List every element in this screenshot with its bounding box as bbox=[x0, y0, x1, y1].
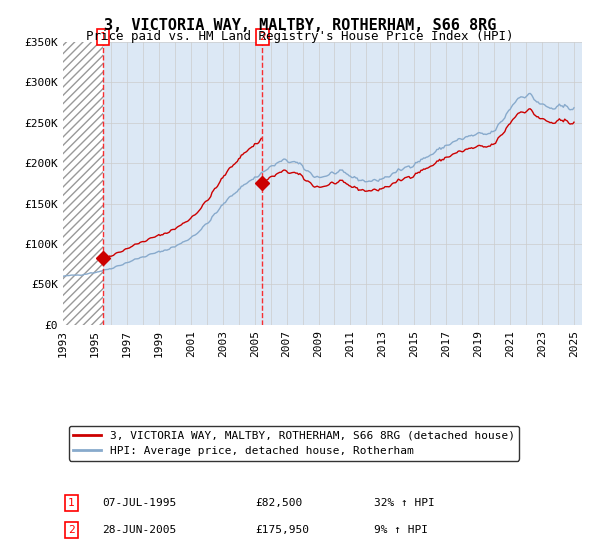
Text: 28-JUN-2005: 28-JUN-2005 bbox=[102, 525, 176, 535]
Text: Price paid vs. HM Land Registry's House Price Index (HPI): Price paid vs. HM Land Registry's House … bbox=[86, 30, 514, 43]
Text: 1: 1 bbox=[68, 498, 75, 508]
Text: 1: 1 bbox=[100, 32, 107, 42]
Text: 2: 2 bbox=[68, 525, 75, 535]
Text: £82,500: £82,500 bbox=[255, 498, 302, 508]
Legend: 3, VICTORIA WAY, MALTBY, ROTHERHAM, S66 8RG (detached house), HPI: Average price: 3, VICTORIA WAY, MALTBY, ROTHERHAM, S66 … bbox=[68, 426, 519, 461]
Text: 07-JUL-1995: 07-JUL-1995 bbox=[102, 498, 176, 508]
Text: 9% ↑ HPI: 9% ↑ HPI bbox=[374, 525, 428, 535]
Bar bbox=[63, 42, 103, 325]
Text: 3, VICTORIA WAY, MALTBY, ROTHERHAM, S66 8RG: 3, VICTORIA WAY, MALTBY, ROTHERHAM, S66 … bbox=[104, 18, 496, 33]
Text: 32% ↑ HPI: 32% ↑ HPI bbox=[374, 498, 435, 508]
Text: £175,950: £175,950 bbox=[255, 525, 309, 535]
Text: 2: 2 bbox=[259, 32, 266, 42]
